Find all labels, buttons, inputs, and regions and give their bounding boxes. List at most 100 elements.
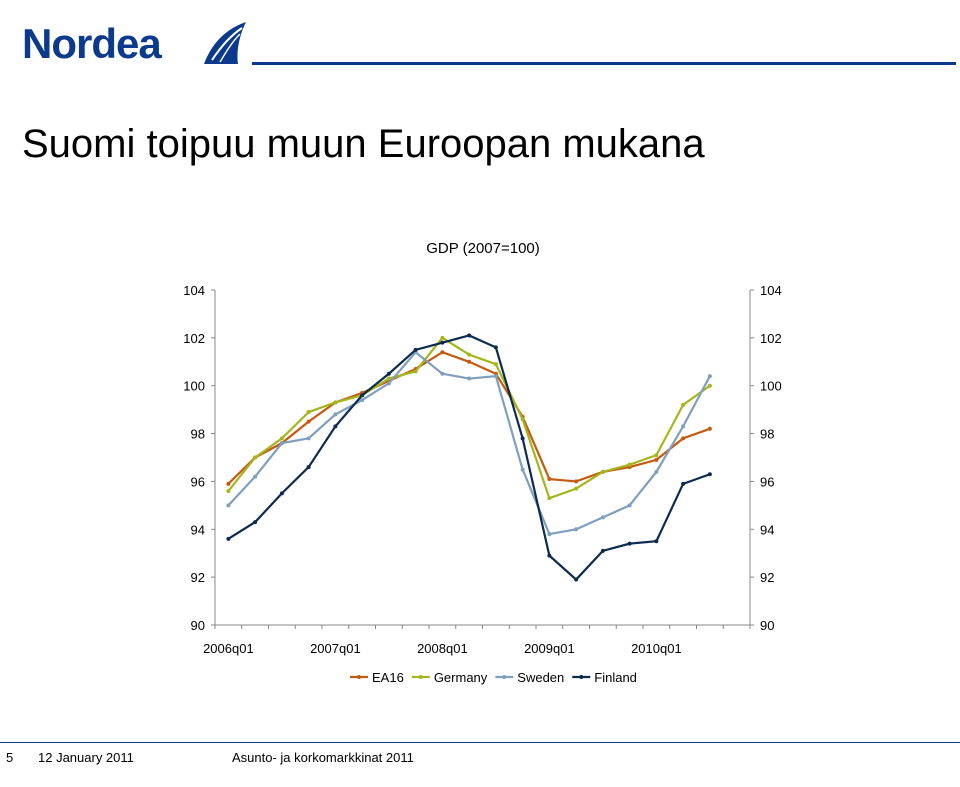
data-point-sweden (547, 532, 552, 537)
legend-marker-germany (418, 675, 423, 679)
slide-title: Suomi toipuu muun Euroopan mukana (22, 122, 705, 166)
data-point-ea16 (226, 481, 231, 486)
data-point-germany (253, 455, 258, 460)
data-point-ea16 (654, 457, 659, 462)
data-point-finland (520, 436, 525, 441)
data-point-finland (547, 553, 552, 558)
data-point-sweden (279, 441, 284, 446)
header-rule (252, 62, 956, 65)
data-point-finland (333, 424, 338, 429)
chart-title: GDP (2007=100) (426, 240, 540, 257)
data-point-ea16 (547, 477, 552, 482)
y-tick-label-left: 98 (191, 427, 205, 442)
y-tick-label-right: 94 (760, 522, 774, 537)
data-point-finland (707, 472, 712, 477)
data-point-finland (279, 491, 284, 496)
data-point-sweden (360, 398, 365, 403)
y-tick-label-right: 90 (760, 618, 774, 633)
data-point-finland (413, 347, 418, 352)
data-point-finland (360, 393, 365, 398)
y-tick-label-left: 102 (183, 331, 205, 346)
y-tick-label-right: 92 (760, 570, 774, 585)
data-point-germany (306, 410, 311, 415)
data-point-germany (574, 486, 579, 491)
data-point-germany (493, 362, 498, 367)
y-tick-label-right: 100 (760, 379, 782, 394)
y-tick-label-left: 92 (191, 570, 205, 585)
x-tick-label: 2007q01 (310, 641, 361, 656)
data-point-sweden (681, 424, 686, 429)
brand-name: Nordea (22, 20, 162, 67)
data-point-germany (413, 369, 418, 374)
data-point-ea16 (306, 419, 311, 424)
data-point-sweden (253, 474, 258, 479)
legend-marker-sweden (502, 675, 507, 679)
data-point-sweden (600, 515, 605, 520)
series-line-ea16 (227, 350, 711, 485)
data-point-germany (600, 469, 605, 474)
y-tick-label-left: 94 (191, 522, 205, 537)
data-point-germany (333, 400, 338, 405)
x-tick-label: 2009q01 (524, 641, 575, 656)
footer-rule (0, 742, 960, 743)
data-point-finland (226, 536, 231, 541)
data-point-sweden (333, 412, 338, 417)
data-point-ea16 (467, 359, 472, 364)
data-point-finland (654, 539, 659, 544)
x-tick-label: 2006q01 (203, 641, 254, 656)
legend-label-sweden: Sweden (517, 670, 564, 685)
legend-marker-ea16 (357, 675, 361, 679)
data-point-sweden (467, 376, 472, 381)
footer-subject: Asunto- ja korkomarkkinat 2011 (232, 750, 414, 765)
y-tick-label-right: 102 (760, 331, 782, 346)
data-point-ea16 (707, 426, 712, 431)
y-tick-label-right: 104 (760, 283, 782, 298)
data-point-sweden (627, 503, 632, 508)
x-tick-label: 2010q01 (631, 641, 682, 656)
data-point-germany (681, 402, 686, 407)
data-point-finland (681, 481, 686, 486)
data-point-sweden (226, 503, 231, 508)
gdp-line-chart: GDP (2007=100) 90 90 92 92 94 94 96 96 98 98 100 10… (183, 240, 782, 685)
data-point-germany (467, 352, 472, 357)
data-point-finland (306, 465, 311, 470)
data-point-sweden (386, 381, 391, 386)
legend-label-finland: Finland (594, 670, 637, 685)
data-point-finland (440, 340, 445, 345)
legend-marker-finland (579, 675, 584, 679)
data-point-sweden (520, 467, 525, 472)
nordea-logo: Nordea (22, 18, 246, 70)
data-point-germany (627, 462, 632, 467)
data-point-germany (226, 489, 231, 493)
data-point-finland (253, 520, 258, 525)
data-point-sweden (574, 527, 579, 532)
data-point-finland (574, 577, 579, 582)
data-point-germany (654, 453, 659, 458)
legend-label-germany: Germany (434, 670, 488, 685)
data-point-finland (493, 345, 498, 350)
page-number: 5 (6, 750, 14, 765)
data-point-germany (440, 335, 445, 340)
sail-icon (204, 22, 246, 64)
data-point-finland (386, 371, 391, 376)
data-point-germany (386, 376, 391, 381)
data-point-germany (547, 496, 552, 501)
data-point-ea16 (681, 436, 686, 441)
data-point-sweden (654, 469, 659, 474)
data-point-sweden (493, 374, 498, 379)
y-tick-label-left: 100 (183, 379, 205, 394)
data-point-sweden (707, 374, 712, 379)
footer-date: 12 January 2011 (38, 750, 134, 765)
data-point-germany (279, 436, 284, 441)
data-point-germany (520, 417, 525, 422)
data-point-finland (600, 548, 605, 553)
slide-footer: 5 12 January 2011 Asunto- ja korkomarkki… (0, 742, 960, 787)
data-point-germany (707, 383, 712, 388)
data-point-ea16 (574, 479, 579, 484)
y-tick-label-right: 96 (760, 474, 774, 489)
data-point-finland (627, 541, 632, 546)
data-point-sweden (306, 436, 311, 441)
y-tick-label-left: 96 (191, 474, 205, 489)
y-tick-label-left: 90 (191, 618, 205, 633)
y-tick-label-left: 104 (183, 283, 205, 298)
